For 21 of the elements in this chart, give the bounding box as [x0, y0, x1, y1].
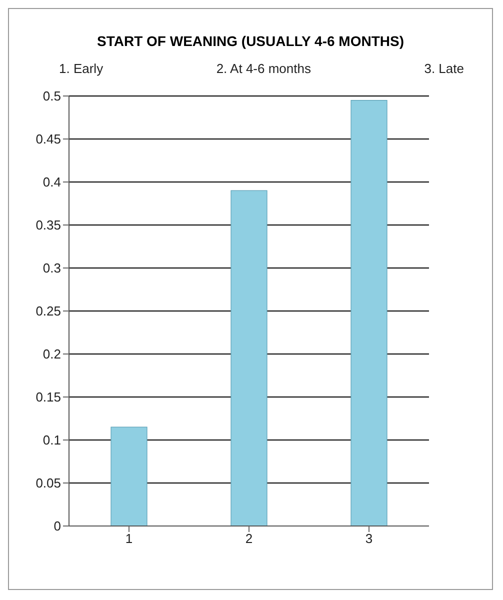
- x-tick-label: 3: [365, 531, 373, 546]
- bar: [350, 100, 388, 526]
- x-tick-label: 2: [245, 531, 253, 546]
- y-tick-label: 0: [54, 518, 61, 534]
- y-tick-label: 0.5: [42, 88, 61, 104]
- x-tick-label: 1: [125, 531, 133, 546]
- y-tick-label: 0.35: [36, 218, 61, 233]
- bar: [110, 426, 148, 526]
- y-tick-label: 0.25: [36, 304, 61, 319]
- y-tick-label: 0.3: [42, 260, 61, 276]
- y-tick-label: 0.2: [42, 346, 61, 362]
- bar: [230, 190, 268, 526]
- y-tick-label: 0.15: [36, 390, 61, 405]
- y-tick-label: 0.05: [36, 476, 61, 491]
- text: 3. Late: [424, 61, 464, 76]
- y-tick-label: 0.45: [36, 132, 61, 147]
- text: 2. At 4-6 months: [216, 61, 311, 76]
- text: 1. Early: [59, 61, 104, 76]
- y-tick-label: 0.1: [42, 432, 61, 448]
- chart-title: START OF WEANING (USUALLY 4-6 MONTHS): [96, 33, 405, 49]
- y-tick-label: 0.4: [42, 174, 61, 190]
